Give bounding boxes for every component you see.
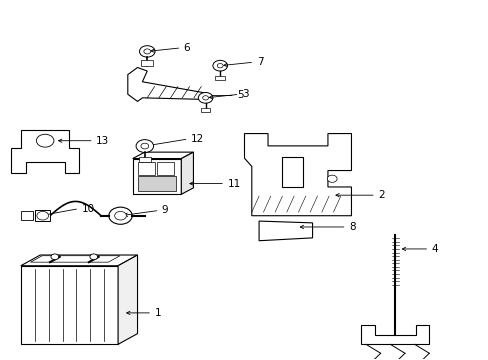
Circle shape: [217, 64, 223, 68]
Text: 8: 8: [348, 222, 355, 232]
Polygon shape: [30, 256, 120, 262]
Bar: [157, 162, 174, 175]
Text: 9: 9: [162, 205, 168, 215]
Polygon shape: [282, 157, 303, 187]
Circle shape: [326, 175, 336, 182]
Circle shape: [212, 60, 227, 71]
Bar: [21, 266, 118, 344]
Text: 11: 11: [227, 179, 240, 189]
Circle shape: [198, 93, 212, 103]
Bar: [141, 60, 153, 66]
Text: 12: 12: [191, 134, 204, 144]
Text: 1: 1: [154, 308, 161, 318]
Polygon shape: [21, 255, 137, 266]
Circle shape: [115, 211, 126, 220]
Text: 13: 13: [96, 136, 109, 146]
Circle shape: [37, 211, 48, 220]
Circle shape: [51, 254, 59, 260]
Text: 3: 3: [242, 89, 248, 99]
Circle shape: [90, 254, 98, 260]
Circle shape: [109, 207, 132, 224]
Polygon shape: [132, 152, 193, 158]
Polygon shape: [244, 134, 351, 216]
Text: 2: 2: [377, 190, 384, 200]
Text: 6: 6: [183, 43, 190, 53]
Circle shape: [139, 46, 155, 57]
Bar: [137, 176, 176, 191]
Polygon shape: [118, 255, 137, 344]
Bar: [132, 158, 181, 194]
Text: 5: 5: [237, 90, 244, 100]
Circle shape: [141, 143, 148, 149]
Polygon shape: [127, 67, 205, 102]
Circle shape: [202, 96, 208, 100]
Circle shape: [136, 140, 153, 153]
Bar: [201, 108, 210, 112]
Polygon shape: [181, 152, 193, 194]
Bar: [215, 76, 224, 80]
Bar: [35, 210, 50, 221]
Circle shape: [143, 49, 150, 54]
Bar: [21, 211, 33, 220]
Bar: [137, 162, 154, 175]
Text: 7: 7: [256, 57, 263, 67]
Text: 10: 10: [81, 203, 95, 213]
Text: 4: 4: [431, 244, 437, 254]
Polygon shape: [11, 130, 79, 173]
Polygon shape: [259, 221, 312, 241]
Circle shape: [36, 134, 54, 147]
Bar: [138, 157, 151, 162]
Polygon shape: [361, 325, 428, 344]
